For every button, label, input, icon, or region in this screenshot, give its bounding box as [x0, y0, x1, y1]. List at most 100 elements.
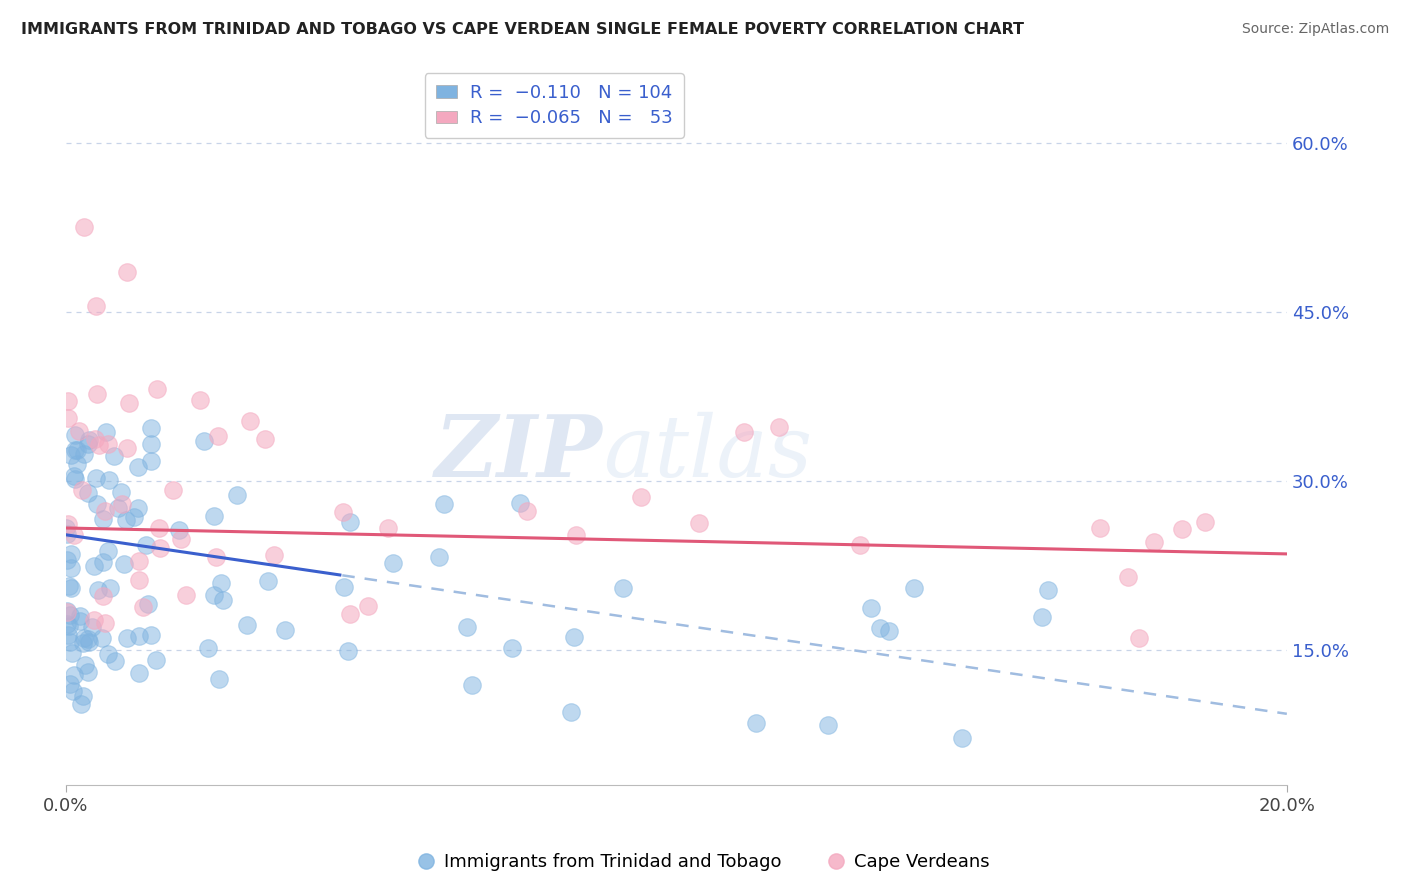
Point: [688, 516, 710, 530]
Point: [69, 609, 91, 624]
Point: [117, 396, 139, 410]
Point: [73, 220, 96, 235]
Point: [66, 443, 89, 458]
Point: [96, 425, 118, 440]
Point: [162, 483, 184, 497]
Point: [58, 628, 80, 642]
Point: [86, 387, 108, 401]
Point: [89, 438, 111, 452]
Text: atlas: atlas: [603, 412, 813, 494]
Point: [58, 579, 80, 593]
Point: [66, 457, 89, 471]
Point: [188, 392, 211, 407]
Point: [87, 583, 110, 598]
Point: [97, 647, 120, 661]
Point: [128, 574, 150, 588]
Point: [62, 528, 84, 542]
Point: [456, 620, 478, 634]
Point: [263, 548, 285, 562]
Point: [83, 613, 105, 627]
Point: [94, 503, 117, 517]
Point: [76, 665, 98, 680]
Point: [128, 629, 150, 643]
Point: [69, 614, 91, 628]
Point: [1194, 515, 1216, 529]
Point: [91, 512, 114, 526]
Point: [565, 528, 588, 542]
Point: [339, 607, 361, 621]
Point: [197, 640, 219, 655]
Point: [59, 561, 82, 575]
Point: [136, 597, 159, 611]
Point: [257, 574, 280, 588]
Point: [75, 658, 97, 673]
Point: [733, 425, 755, 440]
Point: [131, 600, 153, 615]
Point: [77, 486, 100, 500]
Point: [145, 653, 167, 667]
Point: [202, 588, 225, 602]
Point: [63, 428, 86, 442]
Point: [59, 677, 82, 691]
Point: [98, 581, 121, 595]
Point: [1090, 521, 1112, 535]
Point: [72, 636, 94, 650]
Point: [59, 634, 82, 648]
Point: [253, 432, 276, 446]
Point: [135, 538, 157, 552]
Point: [67, 424, 90, 438]
Point: [115, 265, 138, 279]
Point: [879, 624, 901, 639]
Point: [377, 521, 399, 535]
Point: [82, 620, 104, 634]
Point: [59, 448, 82, 462]
Point: [63, 443, 86, 458]
Point: [333, 580, 356, 594]
Point: [84, 471, 107, 485]
Point: [83, 558, 105, 573]
Point: [127, 460, 149, 475]
Point: [56, 411, 79, 425]
Point: [859, 601, 882, 615]
Point: [630, 490, 652, 504]
Point: [869, 621, 891, 635]
Point: [107, 500, 129, 515]
Point: [97, 543, 120, 558]
Point: [202, 509, 225, 524]
Point: [73, 632, 96, 646]
Point: [58, 619, 80, 633]
Point: [167, 524, 190, 538]
Point: [1128, 631, 1150, 645]
Point: [115, 513, 138, 527]
Point: [1171, 522, 1194, 536]
Point: [58, 516, 80, 531]
Text: ZIP: ZIP: [436, 411, 603, 495]
Point: [848, 538, 870, 552]
Point: [339, 515, 361, 529]
Point: [146, 382, 169, 396]
Point: [332, 505, 354, 519]
Point: [60, 647, 83, 661]
Point: [560, 706, 582, 720]
Point: [56, 394, 79, 409]
Point: [427, 550, 450, 565]
Point: [70, 483, 93, 497]
Point: [1038, 582, 1060, 597]
Point: [115, 442, 138, 456]
Point: [236, 617, 259, 632]
Point: [239, 414, 262, 428]
Point: [77, 437, 100, 451]
Point: [77, 434, 100, 448]
Point: [93, 616, 115, 631]
Point: [110, 484, 132, 499]
Point: [86, 498, 108, 512]
Point: [104, 654, 127, 668]
Point: [139, 628, 162, 642]
Point: [226, 488, 249, 502]
Point: [63, 468, 86, 483]
Point: [60, 582, 83, 596]
Point: [127, 501, 149, 516]
Point: [56, 553, 79, 567]
Legend: Immigrants from Trinidad and Tobago, Cape Verdeans: Immigrants from Trinidad and Tobago, Cap…: [409, 847, 997, 879]
Point: [207, 428, 229, 442]
